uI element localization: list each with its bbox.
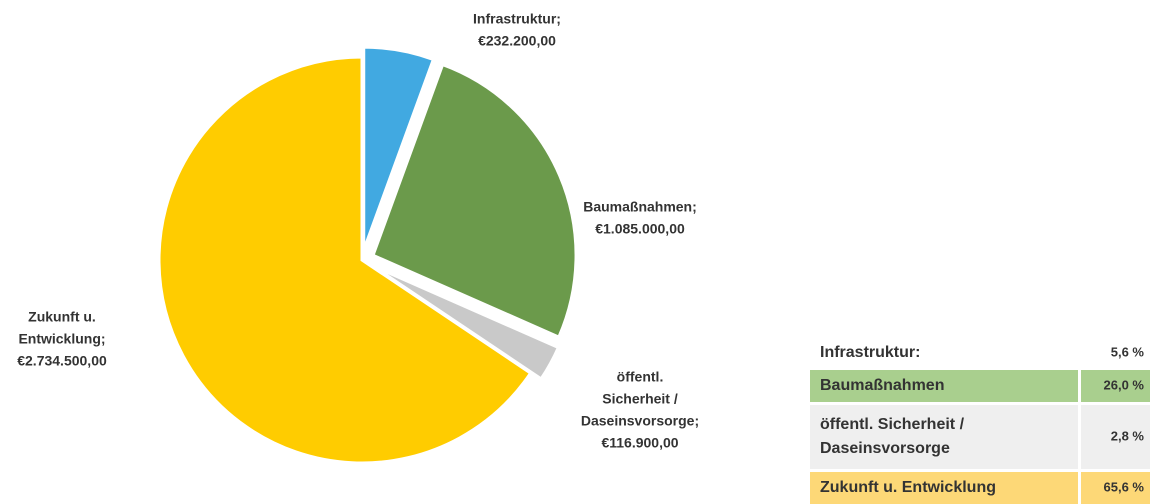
pie-slice [157, 55, 533, 465]
table-cell [810, 370, 1078, 402]
table-cell [1081, 472, 1150, 504]
table-value: 26,0 % [1104, 377, 1145, 392]
table-cell [810, 338, 1078, 368]
data-label: Infrastruktur; [473, 11, 561, 27]
table-label: Daseinsvorsorge [820, 440, 950, 457]
data-label: €2.734.500,00 [17, 353, 107, 369]
pie-slice [371, 264, 561, 381]
pie-slice [362, 45, 436, 251]
table-value: 2,8 % [1111, 428, 1145, 443]
table-cell [1081, 370, 1150, 402]
data-label: Zukunft u. [28, 309, 96, 325]
table-label: Zukunft u. Entwicklung [820, 479, 996, 496]
table-value: 65,6 % [1104, 479, 1145, 494]
table-label: Infrastruktur: [820, 344, 920, 361]
table-label: Baumaßnahmen [820, 377, 944, 394]
table-value: 5,6 % [1111, 344, 1145, 359]
data-label: €1.085.000,00 [595, 221, 685, 237]
table-label: öffentl. Sicherheit / [820, 416, 965, 433]
data-label: €232.200,00 [478, 33, 556, 49]
data-label: öffentl. [617, 369, 664, 385]
data-label: €116.900,00 [601, 435, 678, 451]
data-label: Sicherheit / [602, 391, 678, 407]
data-label: Entwicklung; [18, 331, 105, 347]
table-cell [1081, 405, 1150, 469]
table-cell [810, 405, 1078, 469]
table-cell [810, 472, 1078, 504]
data-label: Baumaßnahmen; [583, 199, 697, 215]
data-label: Daseinsvorsorge; [581, 413, 699, 429]
pie-slice [371, 62, 578, 340]
table-cell [1081, 338, 1150, 368]
